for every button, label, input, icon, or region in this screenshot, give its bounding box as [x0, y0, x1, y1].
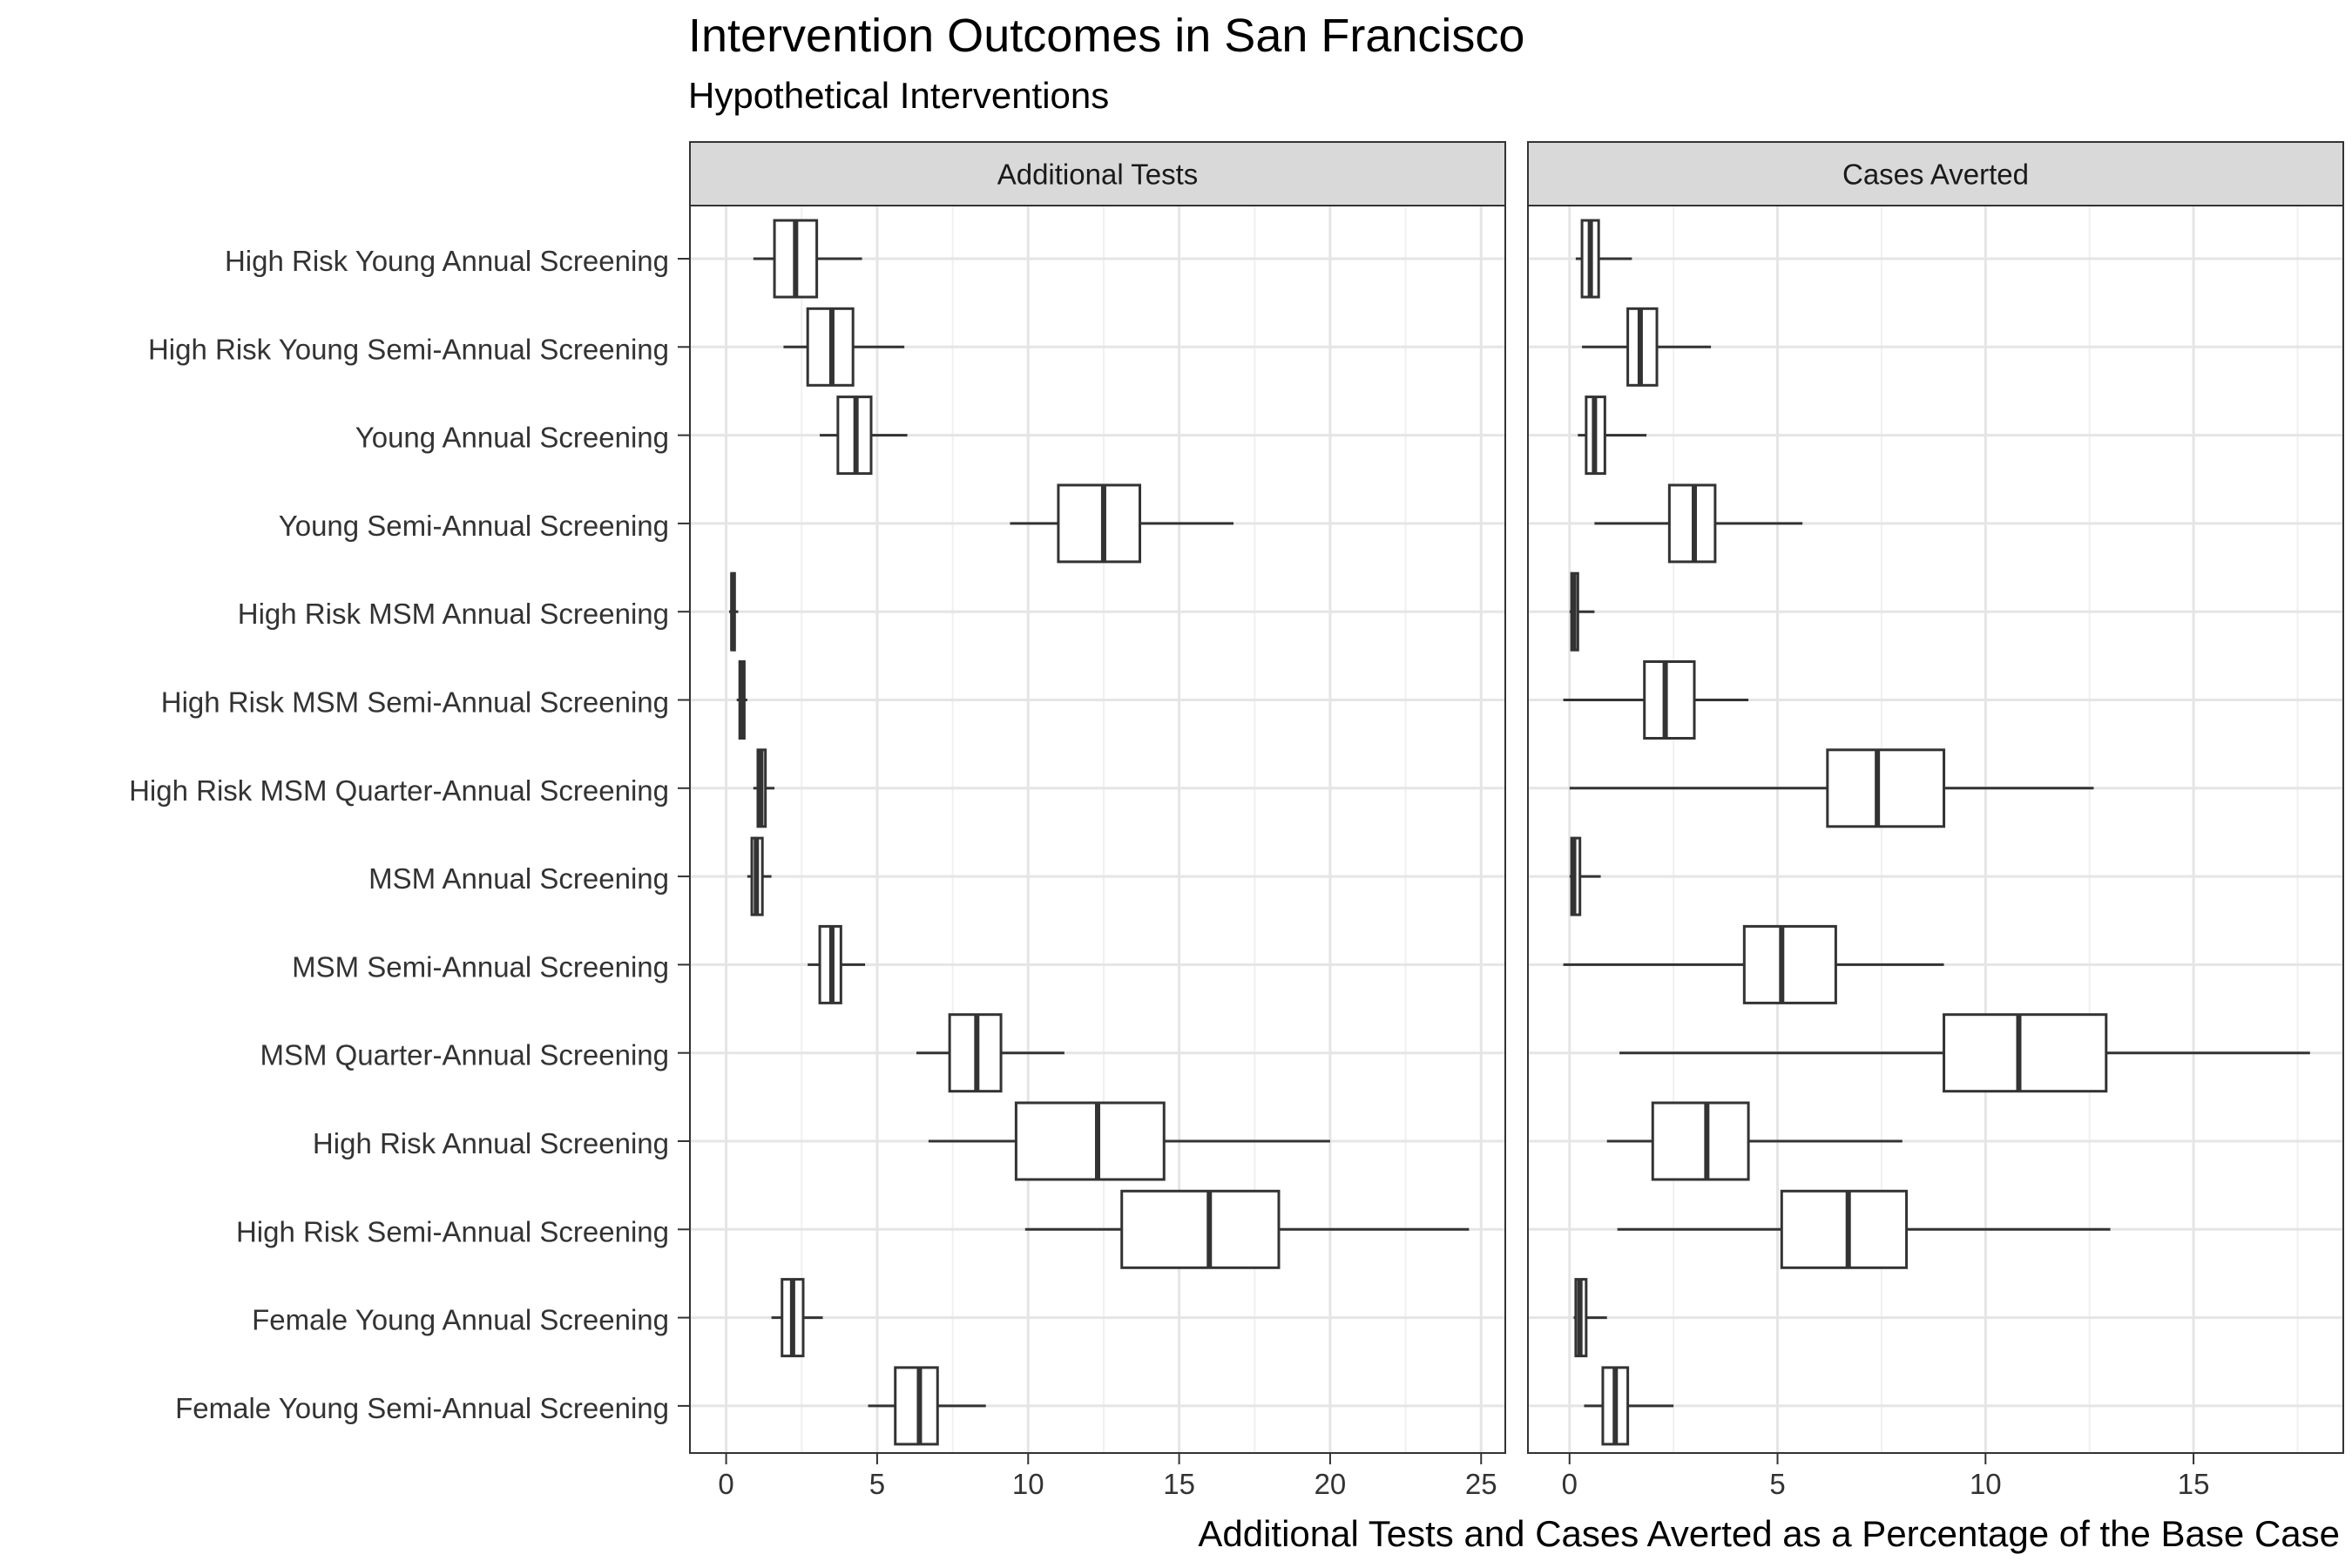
x-tick-label: 15 — [2178, 1468, 2210, 1500]
box-2 — [783, 307, 905, 387]
box-13 — [1573, 1278, 1607, 1358]
box-10 — [1619, 1013, 2310, 1093]
category-label: MSM Semi-Annual Screening — [292, 950, 669, 983]
category-label: High Risk Annual Screening — [313, 1127, 669, 1159]
x-tick-label: 5 — [869, 1468, 885, 1500]
category-label: Young Annual Screening — [355, 422, 669, 454]
box-iqr — [1120, 1189, 1281, 1269]
x-tick-label: 0 — [1562, 1468, 1578, 1500]
box-12 — [1617, 1189, 2111, 1269]
box-1 — [1575, 219, 1632, 299]
box-14 — [868, 1366, 986, 1446]
box-iqr — [1057, 483, 1142, 564]
category-label: High Risk MSM Annual Screening — [238, 598, 669, 630]
box-2 — [1582, 307, 1712, 387]
category-labels: High Risk Young Annual Screening High Ris… — [129, 245, 690, 1424]
panel-cases-averted: Cases Averted 0 5 10 15 — [1527, 141, 2344, 1500]
category-label: MSM Quarter-Annual Screening — [260, 1039, 669, 1071]
panel-strip-label: Cases Averted — [1842, 159, 2029, 191]
box-4 — [1594, 483, 1803, 564]
box-9 — [808, 924, 866, 1004]
box-11 — [928, 1101, 1330, 1181]
category-label: Young Semi-Annual Screening — [279, 510, 669, 542]
box-5 — [1569, 571, 1595, 652]
panel-additional-tests: Additional Tests 0 5 10 15 20 25 — [689, 141, 1506, 1500]
box-9 — [1563, 924, 1944, 1004]
box-iqr — [1943, 1013, 2108, 1093]
box-iqr — [1826, 748, 1946, 828]
x-tick-label: 10 — [1012, 1468, 1044, 1500]
category-label: High Risk MSM Semi-Annual Screening — [161, 686, 669, 719]
box-1 — [753, 219, 862, 299]
box-iqr — [1780, 1189, 1909, 1269]
box-3 — [820, 395, 908, 476]
x-tick-label: 0 — [718, 1468, 733, 1500]
box-iqr — [1643, 660, 1696, 740]
panel-strip — [1527, 141, 2344, 206]
category-label: Female Young Semi-Annual Screening — [175, 1392, 669, 1424]
box-12 — [1024, 1189, 1470, 1269]
panel-border — [1527, 205, 2344, 1454]
box-14 — [1584, 1366, 1674, 1446]
box-iqr — [1014, 1101, 1166, 1181]
panel-border — [689, 205, 1506, 1454]
panel-strip-label: Additional Tests — [997, 159, 1199, 191]
box-6 — [736, 660, 747, 740]
category-label: High Risk Semi-Annual Screening — [236, 1215, 669, 1247]
box-7 — [1569, 748, 2094, 828]
box-4 — [1010, 483, 1233, 564]
category-label: Female Young Annual Screening — [252, 1304, 669, 1336]
x-tick-label: 15 — [1163, 1468, 1195, 1500]
box-3 — [1578, 395, 1647, 476]
box-13 — [771, 1278, 823, 1358]
x-axis-title: Additional Tests and Cases Averted as a … — [1198, 1513, 2340, 1554]
chart-title: Intervention Outcomes in San Francisco — [688, 10, 1525, 62]
panels-layer: Additional Tests 0 5 10 15 20 25 Cases Averted 0… — [689, 141, 2344, 1500]
chart-subtitle: Hypothetical Interventions — [688, 75, 1110, 116]
box-8 — [747, 836, 772, 916]
box-6 — [1563, 660, 1749, 740]
box-11 — [1606, 1101, 1903, 1181]
x-tick-label: 20 — [1315, 1468, 1347, 1500]
box-10 — [916, 1013, 1064, 1093]
box-iqr — [1742, 924, 1837, 1004]
category-label: MSM Annual Screening — [368, 862, 669, 895]
box-iqr — [1651, 1101, 1750, 1181]
box-5 — [729, 571, 739, 652]
x-tick-label: 5 — [1769, 1468, 1785, 1500]
category-label: High Risk Young Annual Screening — [225, 245, 669, 277]
box-7 — [753, 748, 775, 828]
box-iqr — [894, 1366, 939, 1446]
category-label: High Risk MSM Quarter-Annual Screening — [129, 774, 669, 807]
x-tick-label: 10 — [1970, 1468, 2002, 1500]
x-tick-label: 25 — [1465, 1468, 1497, 1500]
box-8 — [1569, 836, 1601, 916]
category-label: High Risk Young Semi-Annual Screening — [148, 333, 669, 365]
